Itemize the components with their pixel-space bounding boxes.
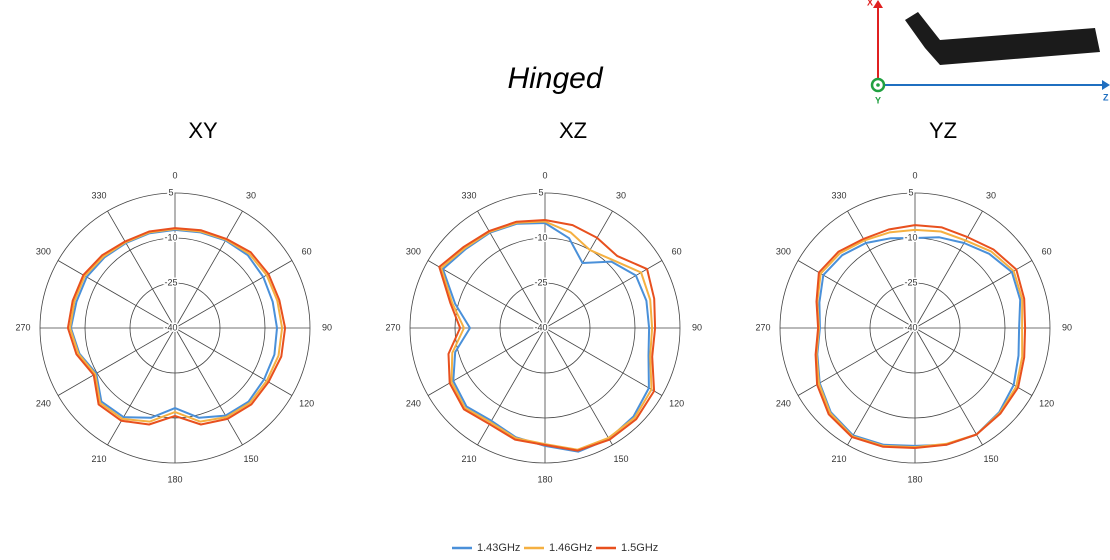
polar-chart: XZ 0 30 60 90 120 150 180 210 240 270 300 330 -40 -25 -… bbox=[385, 118, 702, 485]
angle-label: 240 bbox=[36, 398, 51, 408]
angle-label: 150 bbox=[613, 454, 628, 464]
spoke bbox=[107, 327, 176, 446]
legend-label: 1.43GHz bbox=[477, 542, 520, 554]
angle-label: 120 bbox=[299, 398, 314, 408]
angle-label: 90 bbox=[692, 322, 702, 332]
spoke bbox=[914, 327, 1033, 396]
axis-icon: X Y Z bbox=[867, 0, 1110, 105]
angle-label: 0 bbox=[172, 170, 177, 180]
series-line bbox=[69, 228, 284, 423]
angle-label: 60 bbox=[302, 246, 312, 256]
r-tick-label: 5 bbox=[168, 187, 173, 197]
spoke bbox=[544, 327, 663, 396]
angle-label: 300 bbox=[406, 246, 421, 256]
spoke bbox=[427, 260, 546, 329]
spoke bbox=[477, 327, 546, 446]
y-axis-label: Y bbox=[875, 95, 881, 105]
angle-label: 150 bbox=[983, 454, 998, 464]
spoke bbox=[544, 327, 613, 446]
series-line bbox=[816, 236, 1022, 447]
chart-title: XZ bbox=[559, 118, 587, 143]
angle-label: 300 bbox=[36, 246, 51, 256]
legend: 1.43GHz 1.46GHz 1.5GHz bbox=[452, 542, 658, 554]
spoke bbox=[847, 210, 916, 329]
x-arrow-head bbox=[873, 0, 883, 8]
angle-label: 240 bbox=[776, 398, 791, 408]
spoke bbox=[174, 260, 293, 329]
spoke bbox=[57, 327, 176, 396]
spoke bbox=[544, 260, 663, 329]
chart-title: YZ bbox=[929, 118, 957, 143]
r-tick-label: -10 bbox=[164, 232, 177, 242]
angle-label: 120 bbox=[1039, 398, 1054, 408]
angle-label: 330 bbox=[91, 191, 106, 201]
spoke bbox=[544, 210, 613, 329]
spoke bbox=[914, 210, 983, 329]
angle-label: 210 bbox=[831, 454, 846, 464]
angle-label: 120 bbox=[669, 398, 684, 408]
spoke bbox=[847, 327, 916, 446]
chart-title: XY bbox=[188, 118, 218, 143]
angle-label: 300 bbox=[776, 246, 791, 256]
spoke bbox=[174, 210, 243, 329]
r-tick-label: -10 bbox=[904, 232, 917, 242]
series-line bbox=[438, 219, 657, 452]
legend-label: 1.46GHz bbox=[549, 542, 592, 554]
x-axis-label: X bbox=[867, 0, 873, 7]
r-tick-label: -10 bbox=[534, 232, 547, 242]
spoke bbox=[427, 327, 546, 396]
spoke bbox=[174, 327, 293, 396]
spoke bbox=[477, 210, 546, 329]
r-tick-label: -40 bbox=[164, 322, 177, 332]
page-title: Hinged bbox=[507, 62, 603, 95]
angle-label: 330 bbox=[831, 191, 846, 201]
r-tick-label: -25 bbox=[904, 277, 917, 287]
spoke bbox=[57, 260, 176, 329]
angle-label: 210 bbox=[91, 454, 106, 464]
polar-chart: YZ 0 30 60 90 120 150 180 210 240 270 300 330 -40 -25 -… bbox=[755, 118, 1072, 485]
r-tick-label: -25 bbox=[164, 277, 177, 287]
spoke bbox=[797, 260, 916, 329]
angle-label: 30 bbox=[986, 191, 996, 201]
angle-label: 270 bbox=[385, 322, 400, 332]
angle-label: 240 bbox=[406, 398, 421, 408]
series-line bbox=[66, 227, 287, 426]
angle-label: 180 bbox=[537, 474, 552, 484]
angle-label: 330 bbox=[461, 191, 476, 201]
polar-chart: XY 0 30 60 90 120 150 180 210 240 270 300 330 -40 -25 -… bbox=[15, 118, 332, 485]
z-axis-label: Z bbox=[1103, 92, 1109, 102]
spoke bbox=[914, 327, 983, 446]
angle-label: 210 bbox=[461, 454, 476, 464]
angle-label: 180 bbox=[167, 474, 182, 484]
angle-label: 60 bbox=[1042, 246, 1052, 256]
r-tick-label: 5 bbox=[908, 187, 913, 197]
angle-label: 90 bbox=[1062, 322, 1072, 332]
legend-label: 1.5GHz bbox=[621, 542, 658, 554]
r-tick-label: -25 bbox=[534, 277, 547, 287]
angle-label: 30 bbox=[246, 191, 256, 201]
angle-label: 60 bbox=[672, 246, 682, 256]
angle-label: 270 bbox=[15, 322, 30, 332]
series-line bbox=[815, 228, 1024, 449]
spoke bbox=[107, 210, 176, 329]
angle-label: 180 bbox=[907, 474, 922, 484]
z-arrow-head bbox=[1102, 80, 1110, 90]
angle-label: 150 bbox=[243, 454, 258, 464]
angle-label: 90 bbox=[322, 322, 332, 332]
r-tick-label: -40 bbox=[534, 322, 547, 332]
y-axis-dot-center bbox=[876, 83, 880, 87]
spoke bbox=[174, 327, 243, 446]
angle-label: 0 bbox=[912, 170, 917, 180]
r-tick-label: 5 bbox=[538, 187, 543, 197]
r-tick-label: -40 bbox=[904, 322, 917, 332]
series-line bbox=[814, 224, 1027, 449]
antenna bbox=[905, 12, 1100, 65]
angle-label: 0 bbox=[542, 170, 547, 180]
series-line bbox=[69, 228, 278, 419]
angle-label: 30 bbox=[616, 191, 626, 201]
angle-label: 270 bbox=[755, 322, 770, 332]
